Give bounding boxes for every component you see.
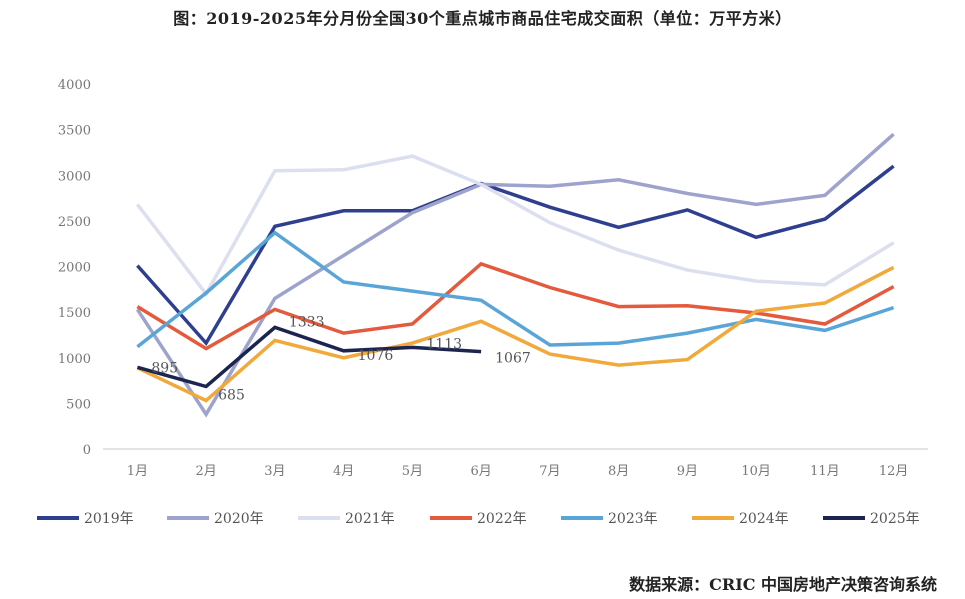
series-line-2023年 bbox=[136, 230, 895, 349]
series-line-2021年 bbox=[136, 154, 895, 298]
y-tick-label: 0 bbox=[83, 443, 91, 458]
series-line-2019年 bbox=[136, 164, 895, 347]
chart-title: 图：2019-2025年分月份全国30个重点城市商品住宅成交面积（单位：万平方米… bbox=[173, 9, 792, 28]
y-tick-label: 3000 bbox=[58, 169, 91, 184]
legend-label: 2023年 bbox=[608, 511, 658, 527]
data-label: 1113 bbox=[426, 336, 462, 352]
x-tick-label: 1月 bbox=[127, 464, 148, 479]
x-tick-label: 9月 bbox=[677, 464, 698, 479]
legend-label: 2022年 bbox=[477, 511, 527, 527]
y-tick-label: 4000 bbox=[58, 78, 91, 93]
x-tick-label: 12月 bbox=[879, 464, 909, 479]
x-tick-label: 11月 bbox=[810, 464, 840, 479]
data-label: 685 bbox=[218, 387, 245, 403]
data-label: 895 bbox=[151, 360, 178, 376]
x-tick-label: 3月 bbox=[264, 464, 285, 479]
y-tick-label: 1000 bbox=[58, 352, 91, 367]
series-line-2022年 bbox=[136, 261, 895, 351]
legend-label: 2021年 bbox=[345, 511, 395, 527]
x-tick-label: 7月 bbox=[539, 464, 560, 479]
y-tick-label: 3500 bbox=[58, 124, 91, 139]
y-tick-label: 2500 bbox=[58, 215, 91, 230]
legend-label: 2020年 bbox=[214, 511, 264, 527]
x-tick-label: 4月 bbox=[333, 464, 354, 479]
x-tick-label: 8月 bbox=[608, 464, 629, 479]
x-tick-label: 5月 bbox=[402, 464, 423, 479]
y-tick-label: 500 bbox=[66, 397, 91, 412]
legend-label: 2019年 bbox=[84, 511, 134, 527]
series-line-2024年 bbox=[136, 265, 895, 403]
y-tick-label: 2000 bbox=[58, 261, 91, 276]
data-label: 1076 bbox=[358, 348, 394, 364]
x-tick-label: 6月 bbox=[470, 464, 491, 479]
legend-label: 2025年 bbox=[870, 511, 920, 527]
series-line-2025年 bbox=[136, 325, 482, 389]
data-label: 1067 bbox=[495, 351, 531, 367]
legend-label: 2024年 bbox=[739, 511, 789, 527]
y-tick-label: 1500 bbox=[58, 306, 91, 321]
data-source: 数据来源：CRIC 中国房地产决策咨询系统 bbox=[629, 575, 937, 594]
data-label: 1333 bbox=[289, 314, 325, 330]
x-tick-label: 2月 bbox=[195, 464, 216, 479]
x-tick-label: 10月 bbox=[741, 464, 771, 479]
